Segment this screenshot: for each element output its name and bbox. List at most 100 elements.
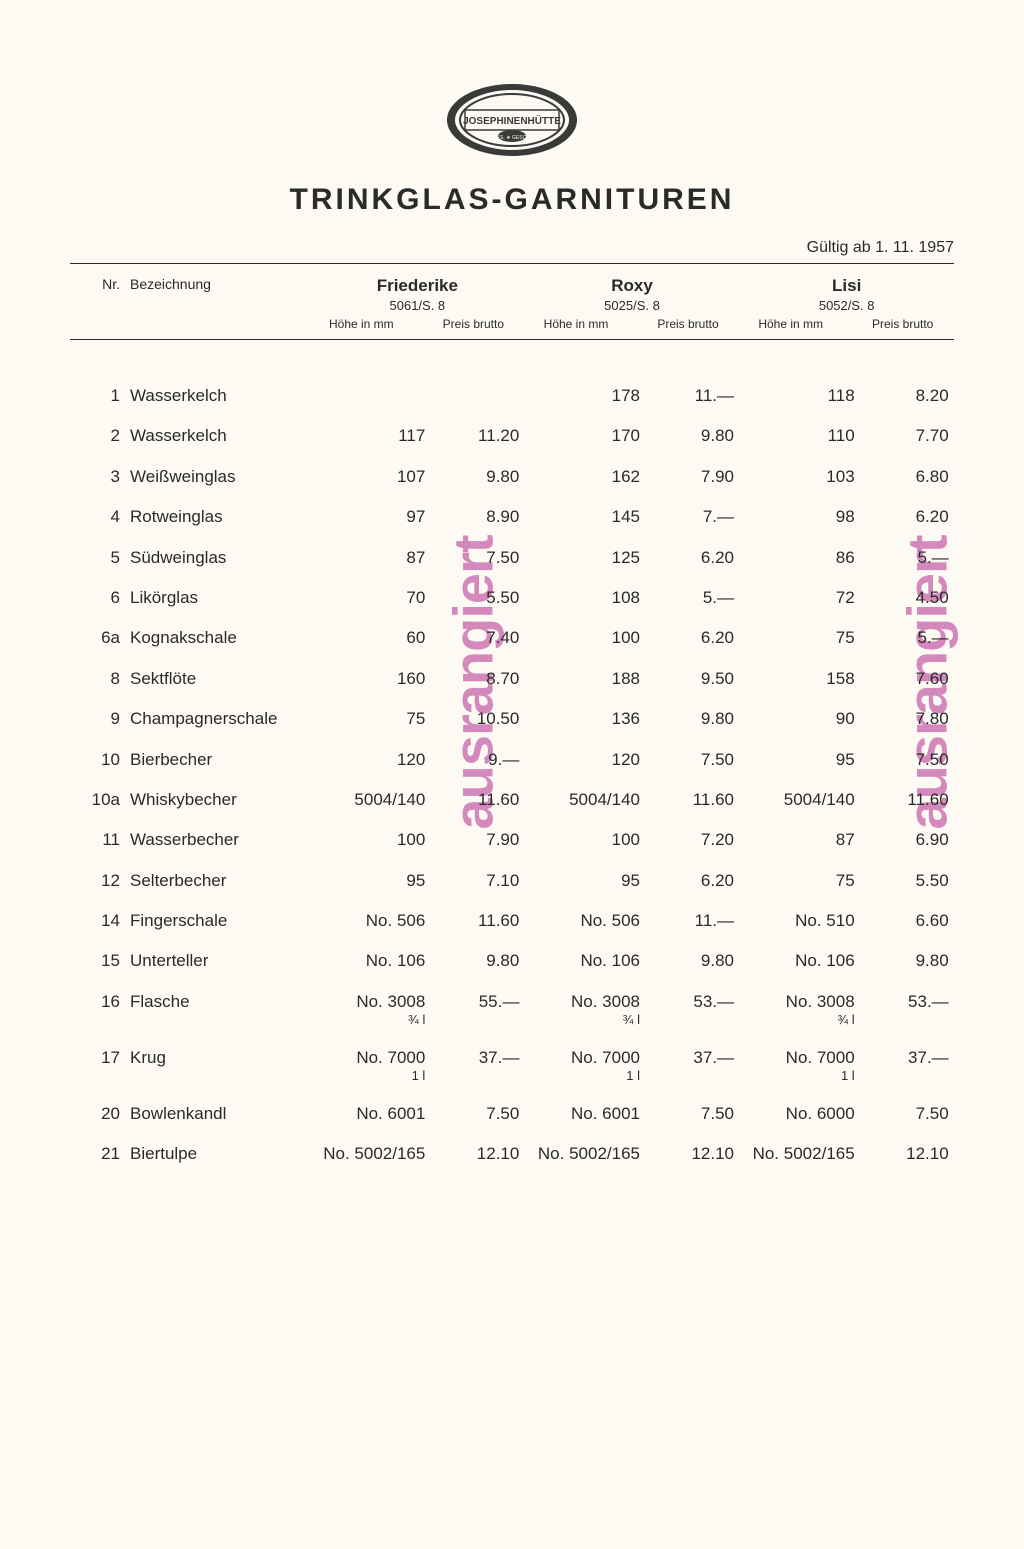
cell-nr: 1 [70, 386, 130, 406]
cell-height: 97 [315, 507, 439, 527]
valid-from: Gültig ab 1. 11. 1957 [70, 239, 954, 257]
cell-series: No. 5002/16512.10 [525, 1144, 740, 1164]
cell-price: 37.— [869, 1048, 949, 1068]
cell-bezeichnung: Rotweinglas [130, 507, 310, 527]
cell-height: 75 [315, 709, 439, 729]
cell-series: 1209.— [310, 750, 525, 770]
cell-price: 7.50 [654, 1104, 734, 1124]
cell-price: 7.50 [869, 1104, 949, 1124]
cell-height: No. 5002/165 [530, 1144, 654, 1164]
cell-height: 110 [745, 426, 869, 446]
cell-bezeichnung: Biertulpe [130, 1144, 310, 1164]
cell-price: 6.20 [654, 548, 734, 568]
cell-height: 188 [530, 669, 654, 689]
cell-price: 12.10 [654, 1144, 734, 1164]
cell-height: 90 [745, 709, 869, 729]
table-row: 10Bierbecher1209.—1207.50957.50 [70, 750, 954, 770]
table-row: 20BowlenkandlNo. 60017.50No. 60017.50No.… [70, 1104, 954, 1124]
series-name: Friederike [310, 276, 525, 296]
cell-price: 9.80 [439, 951, 519, 971]
cell-series: No. 70001 l37.— [525, 1048, 740, 1084]
table-row: 2Wasserkelch11711.201709.801107.70 [70, 426, 954, 446]
cell-series: No. 60017.50 [310, 1104, 525, 1124]
cell-series: 1036.80 [739, 467, 954, 487]
cell-nr: 20 [70, 1104, 130, 1124]
subhead-h: Höhe in mm [530, 317, 622, 331]
cell-height: No. 510 [745, 911, 869, 931]
cell-series: 755.50 [739, 871, 954, 891]
cell-height: 125 [530, 548, 654, 568]
table-row: 5Südweinglas877.501256.20865.— [70, 548, 954, 568]
cell-height: No. 3008¾ l [315, 992, 439, 1028]
cell-price: 6.80 [869, 467, 949, 487]
cell-height: 100 [315, 830, 439, 850]
cell-series: 1207.50 [525, 750, 740, 770]
table-row: 12Selterbecher957.10956.20755.50 [70, 871, 954, 891]
cell-price: 6.60 [869, 911, 949, 931]
cell-series: 1627.90 [525, 467, 740, 487]
cell-height: 5004/140 [745, 790, 869, 810]
cell-price: 7.50 [869, 750, 949, 770]
cell-series: No. 5002/16512.10 [310, 1144, 525, 1164]
cell-series: 1085.— [525, 588, 740, 608]
cell-sub: ¾ l [315, 1012, 425, 1028]
rule-top [70, 263, 954, 264]
cell-series: No. 70001 l37.— [739, 1048, 954, 1084]
cell-height: 103 [745, 467, 869, 487]
cell-height: No. 70001 l [315, 1048, 439, 1084]
cell-nr: 15 [70, 951, 130, 971]
cell-price: 9.80 [869, 951, 949, 971]
cell-series: 11711.20 [310, 426, 525, 446]
table-row: 10aWhiskybecher5004/14011.605004/14011.6… [70, 790, 954, 810]
cell-height: No. 106 [530, 951, 654, 971]
cell-height: 87 [745, 830, 869, 850]
cell-nr: 10a [70, 790, 130, 810]
cell-height: 145 [530, 507, 654, 527]
cell-price: 9.80 [654, 426, 734, 446]
cell-sub: ¾ l [530, 1012, 640, 1028]
subhead-h: Höhe in mm [745, 317, 837, 331]
cell-series: 1256.20 [525, 548, 740, 568]
cell-price: 7.— [654, 507, 734, 527]
cell-price: 8.90 [439, 507, 519, 527]
cell-price: 8.70 [439, 669, 519, 689]
cell-height: 100 [530, 830, 654, 850]
cell-price: 10.50 [439, 709, 519, 729]
subhead-p: Preis brutto [857, 317, 949, 331]
table-row: 11Wasserbecher1007.901007.20876.90 [70, 830, 954, 850]
cell-series: 1007.20 [525, 830, 740, 850]
cell-height: 60 [315, 628, 439, 648]
cell-price: 9.— [439, 750, 519, 770]
cell-price: 11.— [654, 386, 734, 406]
cell-price: 9.80 [654, 951, 734, 971]
cell-series: 1007.90 [310, 830, 525, 850]
cell-nr: 8 [70, 669, 130, 689]
cell-series: 705.50 [310, 588, 525, 608]
cell-height: 107 [315, 467, 439, 487]
cell-series: 1006.20 [525, 628, 740, 648]
cell-price: 12.10 [869, 1144, 949, 1164]
cell-bezeichnung: Champagnerschale [130, 709, 310, 729]
cell-height: 158 [745, 669, 869, 689]
svg-text:GES. ★ GESCH.: GES. ★ GESCH. [493, 135, 531, 141]
cell-price: 11.— [654, 911, 734, 931]
cell-series: 5004/14011.60 [310, 790, 525, 810]
cell-height: 70 [315, 588, 439, 608]
cell-price: 6.90 [869, 830, 949, 850]
cell-nr: 11 [70, 830, 130, 850]
cell-price: 7.50 [439, 548, 519, 568]
table-row: 6Likörglas705.501085.—724.50 [70, 588, 954, 608]
cell-price: 9.80 [439, 467, 519, 487]
cell-series: 956.20 [525, 871, 740, 891]
cell-nr: 9 [70, 709, 130, 729]
cell-nr: 3 [70, 467, 130, 487]
cell-nr: 21 [70, 1144, 130, 1164]
cell-height: No. 5002/165 [315, 1144, 439, 1164]
cell-price: 8.20 [869, 386, 949, 406]
cell-price: 11.60 [869, 790, 949, 810]
series-head-0: Friederike 5061/S. 8 Höhe in mmPreis bru… [310, 276, 525, 331]
series-head-2: Lisi 5052/S. 8 Höhe in mmPreis brutto [739, 276, 954, 331]
cell-bezeichnung: Selterbecher [130, 871, 310, 891]
cell-nr: 4 [70, 507, 130, 527]
cell-series: No. 3008¾ l53.— [739, 992, 954, 1028]
